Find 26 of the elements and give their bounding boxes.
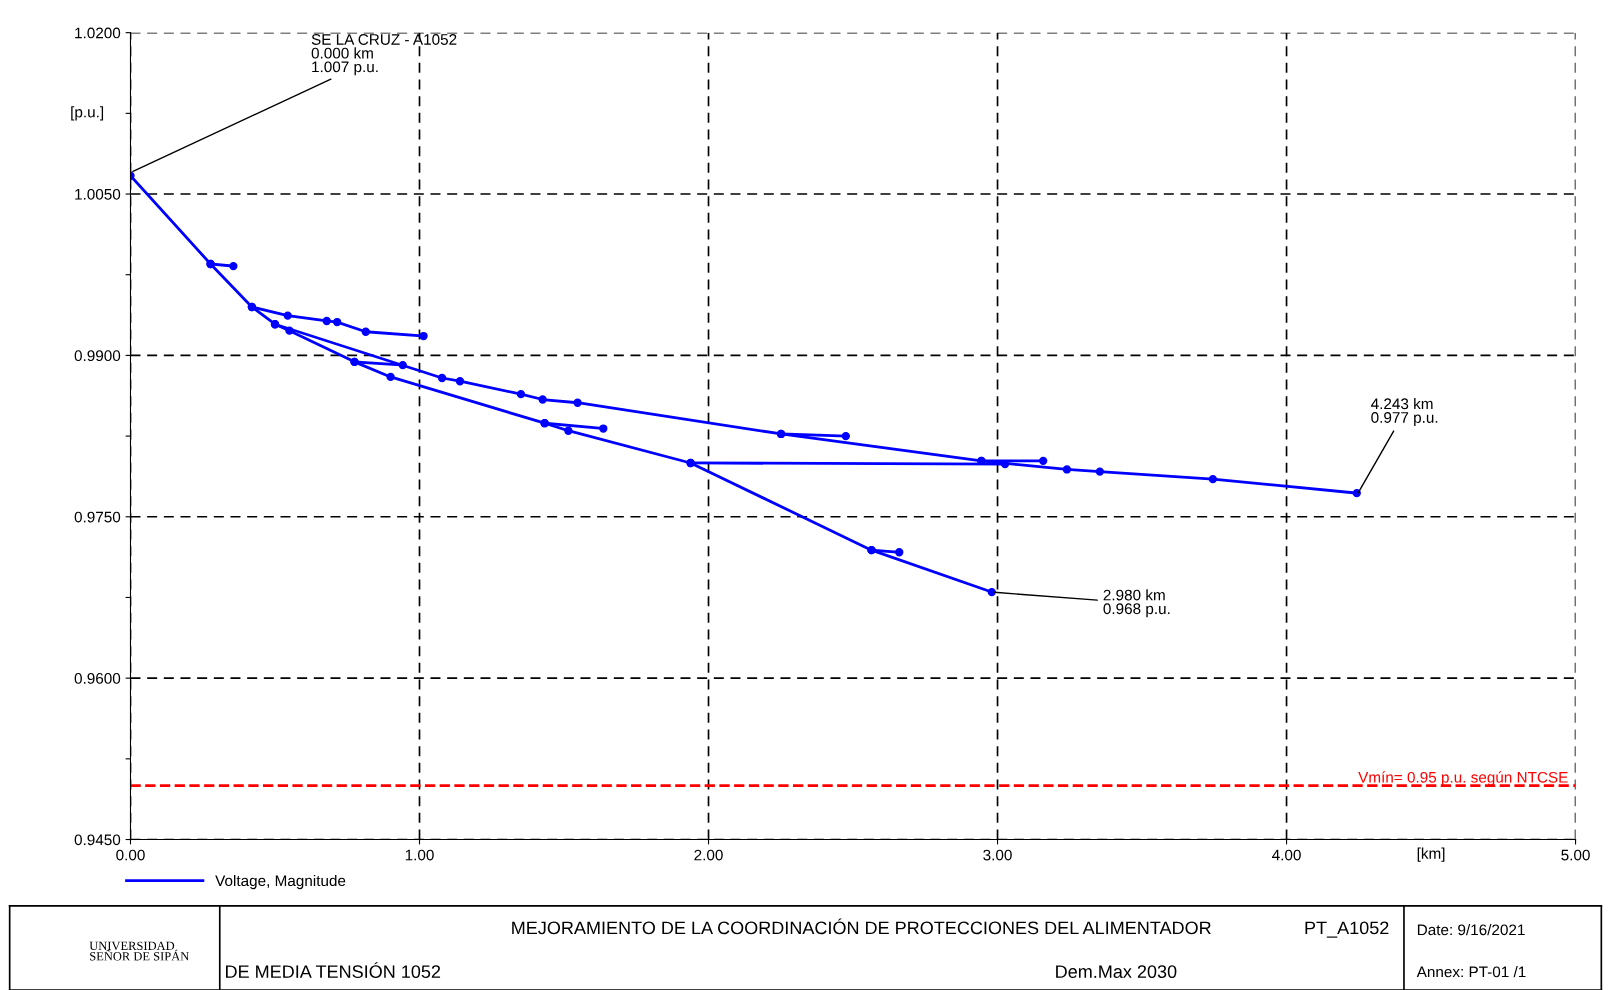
- text: Dem.Max 2030: [1056, 965, 1177, 979]
- y-axis-title: [p.u.]: [71, 106, 104, 121]
- text: Date: 9/16/2021: [1417, 923, 1525, 936]
- y-tick-label: 0.9600: [74, 673, 121, 684]
- x-tick-label: 0.00: [116, 849, 145, 861]
- y-tick-label: 1.0200: [75, 27, 121, 39]
- text: DE MEDIA TENSIÓN 1052: [226, 962, 441, 979]
- text: Annex: PT-01 /1: [1416, 966, 1526, 978]
- y-tick-label: 0.9900: [74, 350, 121, 362]
- text: UNIVERSIDAD SEÑOR DE SIPÁN: [89, 941, 189, 961]
- annotation: 4.243 km 0.977 p.u.: [1371, 397, 1438, 426]
- ref-line-label: Vmín= 0.95 p.u. según NTCSE: [1358, 771, 1568, 786]
- y-tick-label: 0.9750: [74, 511, 121, 523]
- annotation: SE LA CRUZ - A1052 0.000 km 1.007 p.u.: [311, 34, 457, 76]
- annotation: 2.980 km 0.968 p.u.: [1103, 589, 1170, 618]
- x-tick-label: 4.00: [1272, 849, 1301, 861]
- text: MEJORAMIENTO DE LA COORDINACIÓN DE PROTECCIONES DEL ALIMENTADOR: [512, 918, 1211, 935]
- y-tick-label: 1.0050: [75, 188, 121, 200]
- legend-label: Voltage, Magnitude: [215, 874, 346, 890]
- x-tick-label: 1.00: [405, 849, 434, 861]
- x-tick-label: 2.00: [694, 849, 723, 861]
- y-tick-label: 0.9450: [74, 834, 121, 846]
- x-tick-label: 3.00: [983, 849, 1012, 861]
- text: PT_A1052: [1305, 921, 1389, 938]
- x-tick-label: 5.00: [1561, 849, 1590, 861]
- x-axis-title: [km]: [1417, 847, 1445, 862]
